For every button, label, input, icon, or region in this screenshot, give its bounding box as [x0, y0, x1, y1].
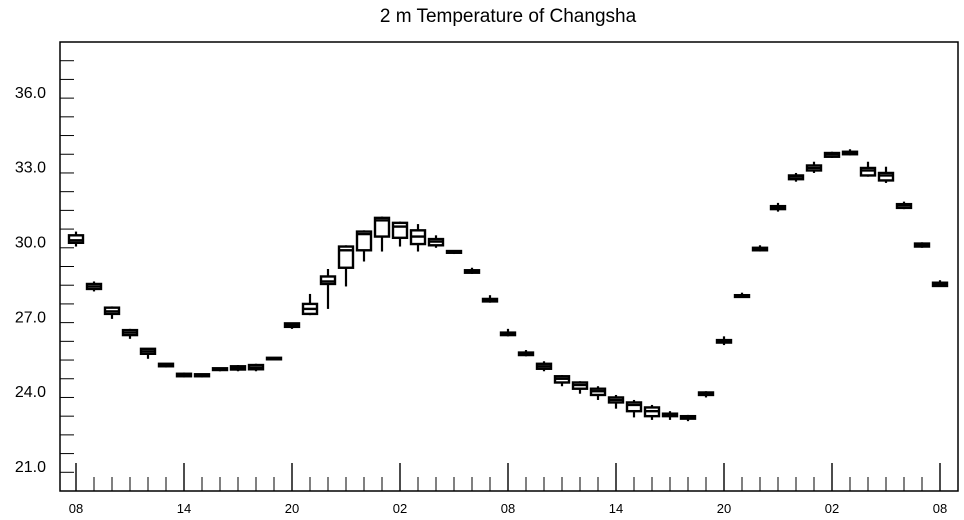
x-tick-label: 02: [825, 501, 839, 516]
box-item: [427, 235, 445, 248]
box-item: [337, 245, 355, 287]
box-item: [769, 202, 787, 212]
x-tick-label: 02: [393, 501, 407, 516]
box-item: [409, 224, 427, 252]
box-body: [859, 166, 877, 177]
box-body: [625, 401, 643, 413]
box-item: [643, 404, 661, 420]
box-item: [157, 362, 175, 368]
x-axis: 08 14 20 02 08 14 20 02 08: [69, 463, 947, 516]
box-item: [571, 381, 589, 394]
x-tick-label: 20: [717, 501, 731, 516]
y-tick-label: 30.0: [15, 235, 46, 252]
box-item: [553, 375, 571, 387]
box-body: [391, 221, 409, 240]
box-item: [85, 281, 103, 292]
box-item: [607, 394, 625, 409]
box-item: [445, 249, 463, 255]
y-axis: 21.0 24.0 27.0 30.0 33.0 36.0: [15, 41, 74, 492]
box-item: [283, 322, 301, 329]
box-body: [319, 275, 337, 286]
x-tick-label: 14: [609, 501, 623, 516]
box-item: [463, 267, 481, 274]
box-item: [373, 216, 391, 252]
x-tick-label: 08: [933, 501, 947, 516]
box-item: [301, 293, 319, 316]
box-item: [355, 230, 373, 262]
plot-frame: [59, 41, 959, 492]
box-series: [67, 149, 949, 422]
box-item: [895, 201, 913, 210]
box-body: [877, 171, 895, 182]
box-item: [319, 268, 337, 309]
y-tick-label: 27.0: [15, 309, 46, 326]
box-item: [517, 350, 535, 357]
box-item: [175, 372, 193, 378]
x-tick-label: 20: [285, 501, 299, 516]
box-item: [391, 221, 409, 247]
box-item: [211, 367, 229, 372]
box-item: [265, 356, 283, 361]
box-item: [139, 347, 157, 359]
x-tick-label: 08: [501, 501, 515, 516]
box-item: [715, 336, 733, 346]
box-item: [679, 414, 697, 422]
box-item: [787, 172, 805, 182]
box-item: [229, 365, 247, 372]
y-tick-label: 36.0: [15, 85, 46, 102]
box-item: [499, 328, 517, 337]
box-body: [355, 230, 373, 252]
box-item: [823, 151, 841, 158]
box-item: [625, 399, 643, 418]
box-item: [247, 363, 265, 372]
box-body: [67, 234, 85, 245]
box-item: [481, 295, 499, 303]
x-tick-label: 14: [177, 501, 191, 516]
box-item: [805, 161, 823, 173]
chart-title: 2 m Temperature of Changsha: [380, 6, 637, 27]
y-tick-label: 24.0: [15, 384, 46, 401]
box-item: [661, 411, 679, 420]
box-body: [337, 245, 355, 269]
y-tick-label: 33.0: [15, 160, 46, 177]
box-item: [877, 166, 895, 183]
box-body: [373, 216, 391, 238]
box-item: [751, 245, 769, 252]
box-item: [67, 231, 85, 247]
box-item: [733, 292, 751, 299]
box-item: [193, 373, 211, 378]
box-item: [589, 386, 607, 400]
box-item: [103, 306, 121, 319]
box-item: [841, 149, 859, 156]
box-item: [121, 328, 139, 339]
box-item: [535, 361, 553, 372]
y-tick-label: 21.0: [15, 459, 46, 476]
x-tick-label: 08: [69, 501, 83, 516]
box-item: [913, 242, 931, 248]
box-item: [931, 280, 949, 288]
box-item: [859, 161, 877, 177]
box-item: [697, 391, 715, 398]
